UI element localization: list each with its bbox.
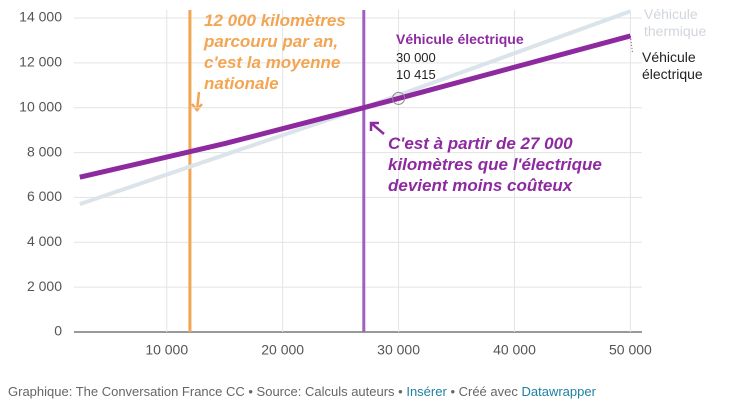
arrow	[191, 91, 203, 112]
x-tick-label: 10 000	[145, 342, 188, 358]
annotation: C'est à partir de 27 000 kilomètres que …	[388, 134, 602, 195]
annotation: 12 000 kilomètres parcouru par an, c'est…	[204, 11, 346, 93]
hover-point	[392, 91, 406, 105]
y-tick-label: 2 000	[27, 278, 62, 294]
link[interactable]: Datawrapper	[521, 384, 596, 399]
y-tick-label: 14 000	[19, 9, 62, 25]
y-tick-label: 10 000	[19, 98, 62, 114]
link[interactable]: Insérer	[406, 384, 447, 399]
y-tick-label: 0	[54, 323, 62, 339]
credit: Graphique: The Conversation France CC • …	[8, 384, 403, 399]
line	[79, 33, 632, 180]
series-label: Véhicule électrique	[642, 49, 703, 82]
x-tick-label: 30 000	[377, 342, 420, 358]
y-tick-label: 4 000	[27, 233, 62, 249]
series-label: Véhicule thermique	[644, 6, 707, 39]
y-tick-label: 12 000	[19, 54, 62, 70]
footer: Graphique: The Conversation France CC • …	[8, 384, 596, 399]
tooltip-x: 30 000	[396, 50, 436, 65]
tooltip: Véhicule électrique 30 000 10 415	[396, 31, 524, 82]
y-tick-label: 8 000	[27, 143, 62, 159]
y-tick-label: 6 000	[27, 188, 62, 204]
arrow	[369, 121, 385, 135]
tooltip-y: 10 415	[396, 67, 436, 82]
x-tick-label: 50 000	[609, 342, 652, 358]
tooltip-title: Véhicule électrique	[396, 31, 524, 47]
made-with: • Créé avec	[450, 384, 518, 399]
x-tick-label: 40 000	[493, 342, 536, 358]
x-tick-label: 20 000	[261, 342, 304, 358]
